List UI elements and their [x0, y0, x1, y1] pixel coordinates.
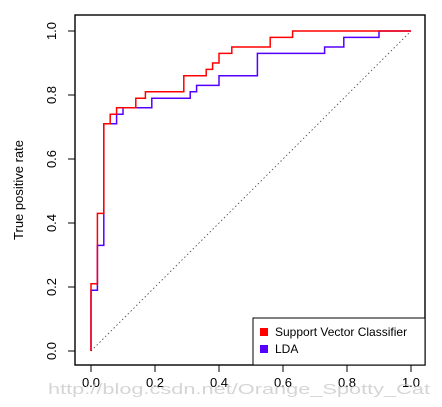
diagonal-reference-layer: [90, 30, 412, 352]
x-tick-label: 1.0: [402, 375, 420, 390]
x-tick-label: 0.8: [338, 375, 356, 390]
y-tick-label: 0.2: [44, 278, 59, 296]
legend-swatch: [260, 345, 268, 353]
y-axis-title: True positive rate: [11, 140, 26, 240]
series-layer: [90, 30, 411, 351]
legend-swatch: [260, 328, 268, 336]
series-line-support-vector-classifier: [90, 30, 411, 351]
y-tick-label: 0.4: [44, 214, 59, 232]
x-axis: 0.0 0.2 0.4 0.6 0.8 1.0: [82, 364, 420, 390]
legend-box: [252, 317, 426, 366]
x-tick-label: 0.0: [82, 375, 100, 390]
y-tick-label: 0.0: [44, 342, 59, 360]
y-tick-label: 0.6: [44, 150, 59, 168]
x-tick-label: 0.4: [210, 375, 228, 390]
watermark-text: http://blog.csdn.net/Orange_Spotty_Cat: [48, 381, 431, 398]
x-tick-label: 0.6: [274, 375, 292, 390]
y-axis: 0.0 0.2 0.4 0.6 0.8 1.0: [44, 22, 76, 360]
legend-label: Support Vector Classifier: [275, 325, 407, 339]
x-tick-label: 0.2: [146, 375, 164, 390]
legend: Support Vector Classifier LDA: [252, 317, 426, 366]
y-tick-label: 1.0: [44, 22, 59, 40]
y-tick-label: 0.8: [44, 86, 59, 104]
legend-label: LDA: [275, 342, 298, 356]
diagonal-reference-line: [90, 30, 412, 352]
